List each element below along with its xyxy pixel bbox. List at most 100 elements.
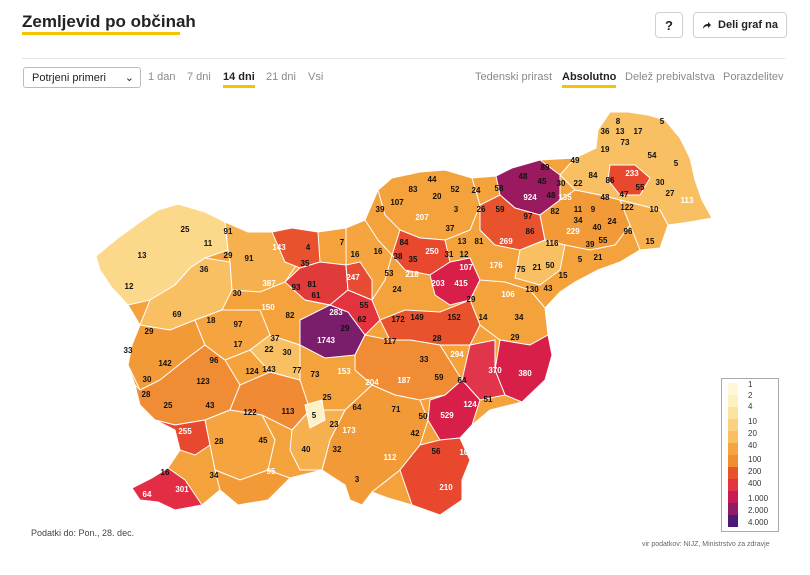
region-domzale [345, 261, 373, 301]
metric-select[interactable]: Potrjeni primeri ⌄ [23, 67, 141, 88]
region-koper [154, 419, 211, 456]
municipality-value: 152 [447, 313, 461, 322]
municipality-value: 8 [616, 117, 621, 126]
region-crnomelj [399, 437, 471, 516]
legend-label: 2.000 [748, 506, 769, 515]
legend-swatch [728, 443, 738, 455]
municipality-value: 10 [650, 205, 659, 214]
municipality-value: 54 [648, 151, 657, 160]
municipality-value: 64 [458, 376, 467, 385]
tab-vsi[interactable]: Vsi [308, 71, 324, 83]
municipality-value: 13 [458, 237, 467, 246]
tab-porazdelitev[interactable]: Porazdelitev [723, 71, 784, 83]
municipality-value: 96 [210, 356, 219, 365]
municipality-value: 32 [333, 445, 342, 454]
municipality-value: 107 [459, 263, 473, 272]
region-ormoz [619, 199, 669, 251]
tab-21-dni[interactable]: 21 dni [266, 71, 296, 83]
tab-14-dni[interactable]: 14 dni [223, 71, 255, 88]
municipality-value: 1743 [317, 336, 335, 345]
help-button[interactable]: ? [655, 12, 683, 38]
municipality-value: 143 [262, 365, 276, 374]
legend-swatch [728, 419, 738, 431]
municipality-value: 924 [523, 193, 537, 202]
region-white-small [304, 399, 326, 429]
municipality-value: 27 [666, 189, 675, 198]
municipality-value: 75 [517, 265, 526, 274]
legend-swatch [728, 503, 738, 515]
municipality-value: 173 [342, 426, 356, 435]
municipality-value: 36 [601, 127, 610, 136]
municipality-value: 55 [360, 301, 369, 310]
tab-1-dan[interactable]: 1 dan [148, 71, 176, 83]
municipality-value: 122 [620, 203, 634, 212]
region-slov-bistrica [514, 239, 566, 286]
municipality-value: 3 [355, 475, 360, 484]
municipality-value: 172 [391, 315, 405, 324]
legend-label: 1 [748, 380, 753, 389]
municipality-value: 203 [431, 279, 445, 288]
municipality-value: 124 [463, 400, 477, 409]
municipality-value: 45 [538, 177, 547, 186]
header-divider [22, 58, 785, 59]
municipality-value: 82 [551, 207, 560, 216]
tab-tedenski-prirast[interactable]: Tedenski prirast [475, 71, 553, 83]
municipality-value: 30 [557, 179, 566, 188]
legend-swatch [728, 455, 738, 467]
municipality-value: 81 [308, 280, 317, 289]
municipality-value: 24 [608, 217, 617, 226]
tab-absolutno[interactable]: Absolutno [562, 71, 617, 88]
municipality-value: 18 [207, 316, 216, 325]
municipality-value: 22 [265, 345, 274, 354]
municipality-value: 29 [511, 333, 520, 342]
municipality-value: 23 [330, 420, 339, 429]
municipality-value: 14 [479, 313, 488, 322]
legend-swatch [728, 479, 738, 491]
municipality-value: 37 [446, 224, 455, 233]
municipality-value: 19 [601, 145, 610, 154]
municipality-value: 5 [674, 159, 679, 168]
municipality-value: 11 [204, 239, 213, 248]
municipality-value: 34 [515, 313, 524, 322]
municipality-value: 5 [578, 255, 583, 264]
municipality-value: 36 [200, 265, 209, 274]
municipality-value: 86 [606, 176, 615, 185]
help-label: ? [665, 17, 673, 33]
municipality-value: 4 [306, 243, 311, 252]
municipality-value: 58 [495, 184, 504, 193]
municipality-value: 62 [358, 315, 367, 324]
municipality-value: 47 [620, 190, 629, 199]
municipality-value: 43 [544, 284, 553, 293]
municipality-value: 93 [292, 283, 301, 292]
municipality-value: 415 [454, 279, 468, 288]
municipality-value: 55 [599, 236, 608, 245]
municipality-value: 12 [460, 250, 469, 259]
municipality-value: 82 [286, 311, 295, 320]
share-button[interactable]: Deli graf na [693, 12, 787, 38]
municipality-value: 116 [546, 239, 559, 248]
municipality-value: 11 [574, 205, 583, 214]
municipality-value: 39 [586, 240, 595, 249]
municipality-value: 64 [353, 403, 362, 412]
municipality-value: 229 [566, 227, 580, 236]
municipality-value: 294 [450, 350, 464, 359]
map-legend: 1 2 4 10 20 40 100 200 400 1.000 2.000 4… [721, 378, 779, 532]
municipality-value: 117 [384, 337, 397, 346]
municipality-value: 43 [206, 401, 215, 410]
municipality-value: 247 [346, 273, 360, 282]
municipality-value: 370 [488, 366, 502, 375]
page-title: Zemljevid po občinah [22, 12, 196, 31]
tab-delez-prebivalstva[interactable]: Delež prebivalstva [625, 71, 715, 83]
municipality-value: 26 [477, 205, 486, 214]
municipality-value: 135 [558, 193, 572, 202]
municipality-value: 89 [541, 163, 550, 172]
municipality-value: 48 [519, 172, 528, 181]
tab-7-dni[interactable]: 7 dni [187, 71, 211, 83]
municipality-value: 42 [411, 429, 420, 438]
region-ptuj [539, 189, 631, 251]
municipality-value: 33 [124, 346, 133, 355]
municipality-value: 13 [138, 251, 147, 260]
legend-swatch [728, 515, 738, 527]
municipality-value: 91 [245, 254, 254, 263]
